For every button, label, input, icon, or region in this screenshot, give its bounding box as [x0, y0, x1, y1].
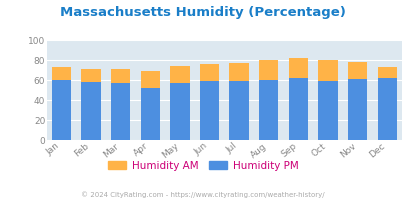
Bar [229, 81, 248, 140]
Bar [199, 64, 219, 81]
Bar [199, 81, 219, 140]
Bar [288, 58, 307, 78]
Bar [258, 80, 278, 140]
Bar [377, 67, 396, 78]
Bar [111, 69, 130, 83]
Bar [318, 81, 337, 140]
Bar [81, 69, 100, 82]
Legend: Humidity AM, Humidity PM: Humidity AM, Humidity PM [103, 156, 302, 175]
Bar [170, 66, 189, 83]
Bar [141, 71, 160, 88]
Bar [52, 80, 71, 140]
Bar [170, 83, 189, 140]
Bar [81, 82, 100, 140]
Bar [111, 83, 130, 140]
Text: Massachusetts Humidity (Percentage): Massachusetts Humidity (Percentage) [60, 6, 345, 19]
Bar [347, 62, 366, 79]
Bar [288, 78, 307, 140]
Bar [318, 60, 337, 81]
Bar [347, 79, 366, 140]
Bar [52, 67, 71, 80]
Bar [258, 60, 278, 80]
Text: © 2024 CityRating.com - https://www.cityrating.com/weather-history/: © 2024 CityRating.com - https://www.city… [81, 191, 324, 198]
Bar [229, 63, 248, 81]
Bar [377, 78, 396, 140]
Bar [141, 88, 160, 140]
